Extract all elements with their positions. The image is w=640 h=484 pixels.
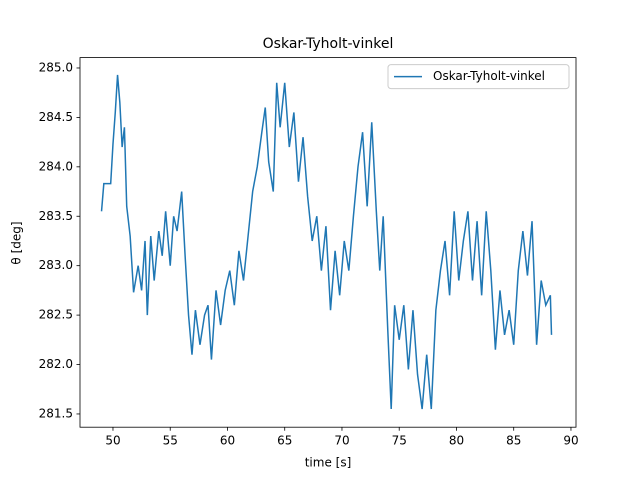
x-tick-label: 80	[449, 434, 464, 448]
x-axis-label: time [s]	[305, 456, 352, 470]
x-tick-label: 60	[220, 434, 235, 448]
y-tick-label: 282.5	[39, 308, 73, 322]
y-axis-label: θ [deg]	[10, 221, 24, 264]
x-tick-label: 65	[277, 434, 292, 448]
legend-label: Oskar-Tyholt-vinkel	[433, 69, 545, 83]
x-tick-label: 85	[506, 434, 521, 448]
chart-title: Oskar-Tyholt-vinkel	[263, 36, 394, 52]
series-line	[100, 74, 553, 410]
x-tick-label: 50	[105, 434, 120, 448]
y-tick-label: 285.0	[39, 60, 73, 74]
y-tick-label: 284.0	[39, 159, 73, 173]
x-tick-label: 75	[392, 434, 407, 448]
x-tick-label: 70	[334, 434, 349, 448]
y-tick-label: 281.5	[39, 406, 73, 420]
y-tick-label: 283.5	[39, 209, 73, 223]
y-tick-label: 283.0	[39, 258, 73, 272]
legend-box	[387, 64, 570, 90]
x-tick-label: 55	[163, 434, 178, 448]
plot-frame	[79, 57, 577, 428]
y-tick-label: 282.0	[39, 357, 73, 371]
y-tick-label: 284.5	[39, 110, 73, 124]
x-tick-label: 90	[563, 434, 578, 448]
